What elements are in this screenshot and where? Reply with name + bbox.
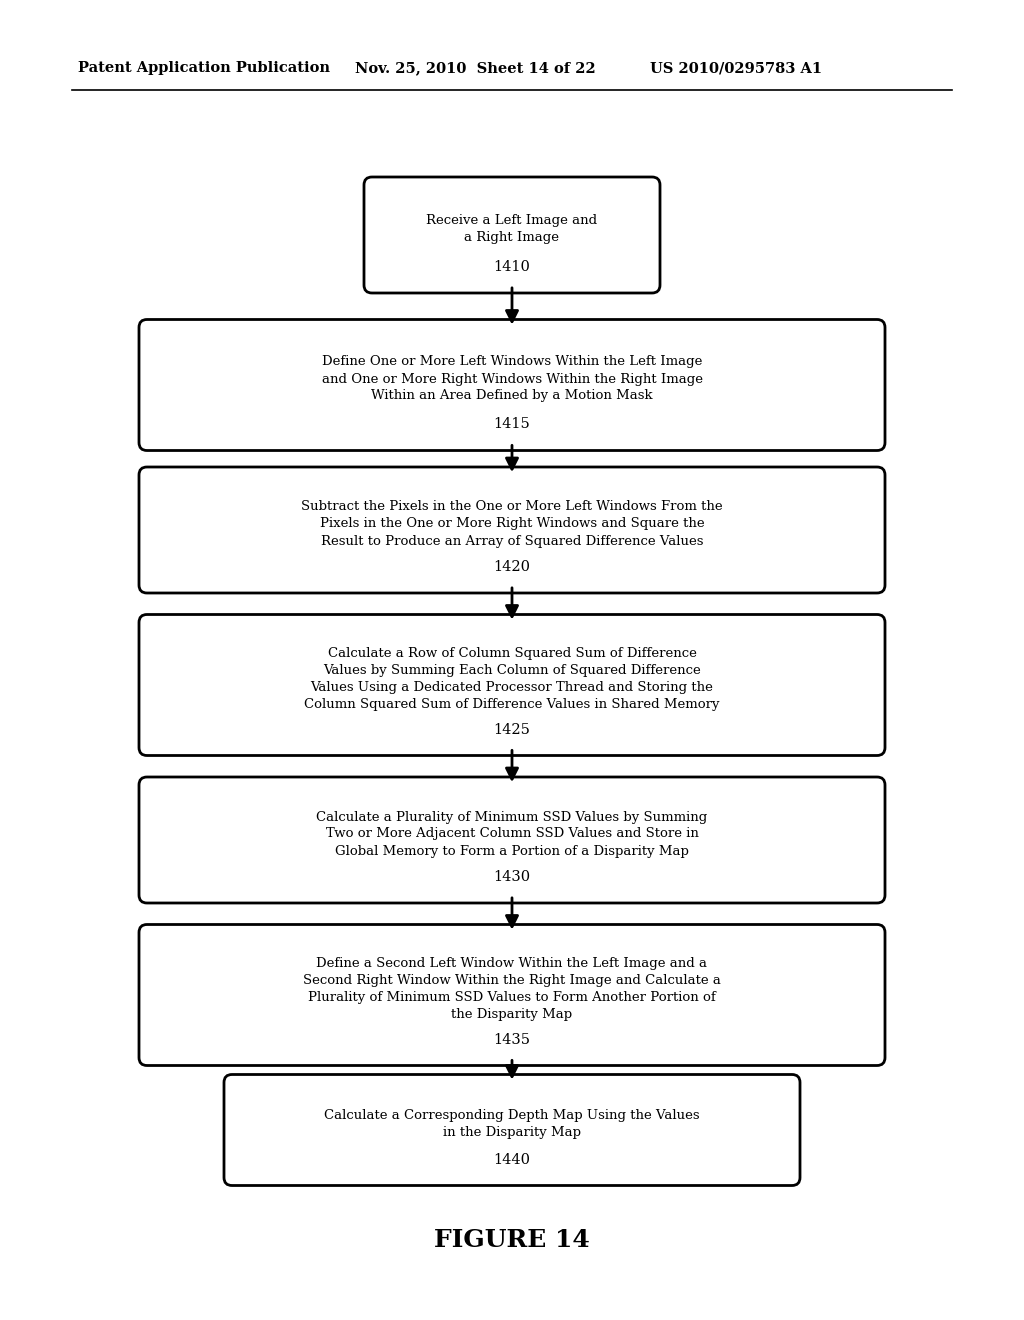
Text: Subtract the Pixels in the One or More Left Windows From the: Subtract the Pixels in the One or More L… — [301, 500, 723, 513]
Text: 1440: 1440 — [494, 1152, 530, 1167]
Text: 1420: 1420 — [494, 560, 530, 574]
Text: 1425: 1425 — [494, 722, 530, 737]
Text: Plurality of Minimum SSD Values to Form Another Portion of: Plurality of Minimum SSD Values to Form … — [308, 991, 716, 1005]
Text: Define a Second Left Window Within the Left Image and a: Define a Second Left Window Within the L… — [316, 957, 708, 970]
Text: Calculate a Row of Column Squared Sum of Difference: Calculate a Row of Column Squared Sum of… — [328, 647, 696, 660]
FancyBboxPatch shape — [224, 1074, 800, 1185]
Text: Calculate a Plurality of Minimum SSD Values by Summing: Calculate a Plurality of Minimum SSD Val… — [316, 810, 708, 824]
Text: 1430: 1430 — [494, 870, 530, 884]
Text: in the Disparity Map: in the Disparity Map — [443, 1126, 581, 1139]
Text: a Right Image: a Right Image — [465, 231, 559, 244]
Text: 1410: 1410 — [494, 260, 530, 275]
Text: Patent Application Publication: Patent Application Publication — [78, 61, 330, 75]
FancyBboxPatch shape — [139, 467, 885, 593]
FancyBboxPatch shape — [364, 177, 660, 293]
Text: Second Right Window Within the Right Image and Calculate a: Second Right Window Within the Right Ima… — [303, 974, 721, 987]
Text: 1435: 1435 — [494, 1032, 530, 1047]
FancyBboxPatch shape — [139, 615, 885, 755]
Text: 1415: 1415 — [494, 417, 530, 432]
Text: Two or More Adjacent Column SSD Values and Store in: Two or More Adjacent Column SSD Values a… — [326, 828, 698, 841]
Text: Within an Area Defined by a Motion Mask: Within an Area Defined by a Motion Mask — [371, 389, 653, 403]
Text: FIGURE 14: FIGURE 14 — [434, 1228, 590, 1251]
Text: Values by Summing Each Column of Squared Difference: Values by Summing Each Column of Squared… — [324, 664, 700, 677]
Text: Global Memory to Form a Portion of a Disparity Map: Global Memory to Form a Portion of a Dis… — [335, 845, 689, 858]
Text: Nov. 25, 2010  Sheet 14 of 22: Nov. 25, 2010 Sheet 14 of 22 — [355, 61, 596, 75]
Text: the Disparity Map: the Disparity Map — [452, 1008, 572, 1020]
Text: Define One or More Left Windows Within the Left Image: Define One or More Left Windows Within t… — [322, 355, 702, 368]
FancyBboxPatch shape — [139, 924, 885, 1065]
FancyBboxPatch shape — [139, 777, 885, 903]
Text: Result to Produce an Array of Squared Difference Values: Result to Produce an Array of Squared Di… — [321, 535, 703, 548]
Text: Values Using a Dedicated Processor Thread and Storing the: Values Using a Dedicated Processor Threa… — [310, 681, 714, 694]
Text: Pixels in the One or More Right Windows and Square the: Pixels in the One or More Right Windows … — [319, 517, 705, 531]
Text: and One or More Right Windows Within the Right Image: and One or More Right Windows Within the… — [322, 372, 702, 385]
Text: Column Squared Sum of Difference Values in Shared Memory: Column Squared Sum of Difference Values … — [304, 698, 720, 711]
Text: Receive a Left Image and: Receive a Left Image and — [426, 214, 598, 227]
Text: Calculate a Corresponding Depth Map Using the Values: Calculate a Corresponding Depth Map Usin… — [325, 1109, 699, 1122]
FancyBboxPatch shape — [139, 319, 885, 450]
Text: US 2010/0295783 A1: US 2010/0295783 A1 — [650, 61, 822, 75]
